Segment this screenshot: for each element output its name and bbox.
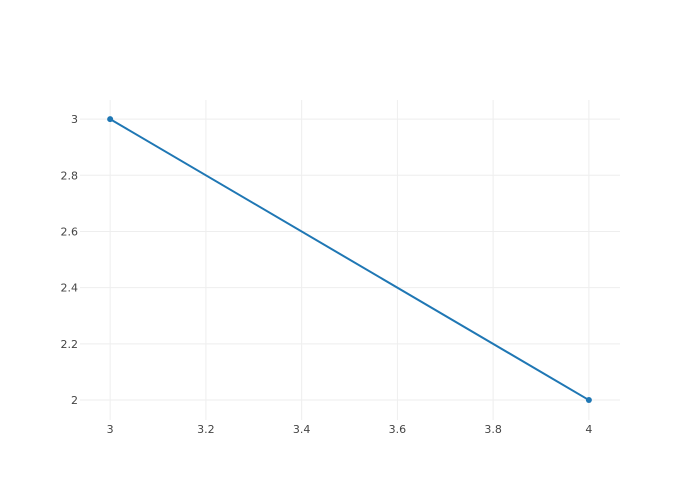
- y-tick-label: 2.8: [61, 169, 79, 182]
- y-tick-label: 2.2: [61, 338, 79, 351]
- y-tick-label: 2.4: [61, 282, 79, 295]
- gridlines: [80, 100, 620, 420]
- series: [107, 116, 592, 404]
- x-tick-label: 3.8: [484, 423, 502, 436]
- x-tick-label: 3.2: [197, 423, 215, 436]
- y-tick-label: 2.6: [61, 225, 79, 238]
- tick-labels: 3 3.2 3.4 3.6 3.8 4 2 2.2 2.4 2.6 2.8 3: [61, 113, 593, 436]
- x-tick-label: 4: [585, 423, 592, 436]
- y-tick-label: 2: [71, 394, 78, 407]
- x-tick-label: 3: [107, 423, 114, 436]
- y-tick-label: 3: [71, 113, 78, 126]
- data-point: [107, 116, 114, 123]
- series-line: [109, 118, 590, 401]
- x-tick-label: 3.6: [389, 423, 407, 436]
- data-point: [585, 397, 592, 404]
- x-tick-label: 3.4: [293, 423, 311, 436]
